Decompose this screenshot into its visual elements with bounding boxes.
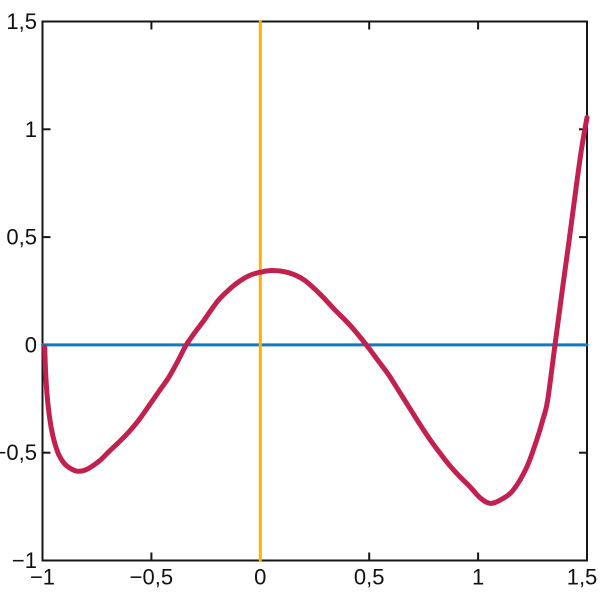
x-tick-label: 0 xyxy=(254,565,266,590)
x-tick-label: 0,5 xyxy=(354,565,385,590)
y-tick-label: 1 xyxy=(25,117,37,142)
x-tick-label: 1 xyxy=(472,565,484,590)
y-tick-label: 0 xyxy=(25,332,37,357)
y-tick-label: −1 xyxy=(12,548,37,573)
x-tick-label: −0,5 xyxy=(130,565,173,590)
plot-frame xyxy=(41,20,588,562)
y-tick-label: 1,5 xyxy=(6,9,37,34)
y-tick-label: 0,5 xyxy=(6,225,37,250)
x-tick-label: 1,5 xyxy=(567,565,598,590)
y-tick-label: −0,5 xyxy=(0,440,37,465)
function-curve xyxy=(42,114,590,506)
x-tick-label: −1 xyxy=(30,565,55,590)
